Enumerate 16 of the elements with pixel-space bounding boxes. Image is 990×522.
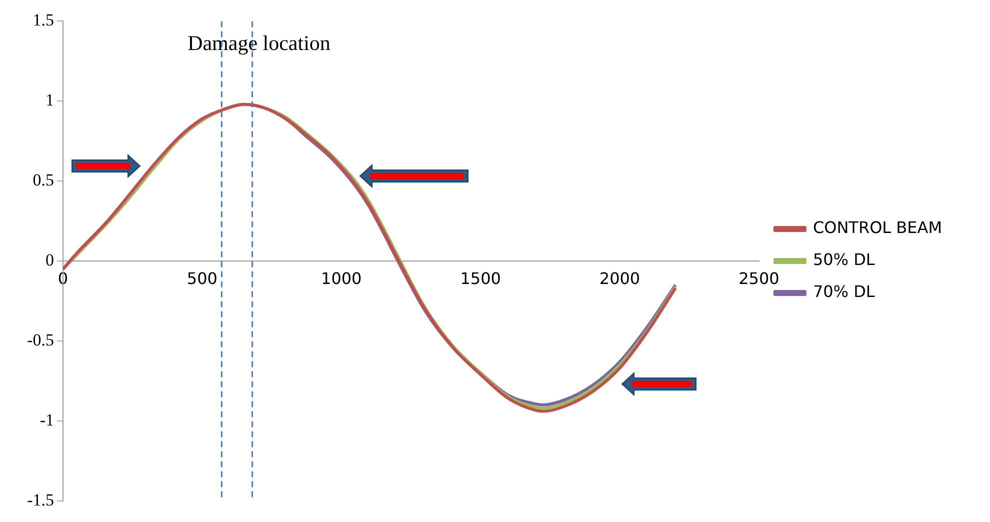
legend-label: 70% DL <box>812 282 875 302</box>
x-tick-label: 1500 <box>460 268 501 288</box>
legend-label: 50% DL <box>812 250 875 270</box>
x-tick-label: 500 <box>186 268 218 288</box>
legend-label: CONTROL BEAM <box>812 218 942 238</box>
y-tick-label: -0.5 <box>27 330 54 350</box>
y-tick-label: -1 <box>40 410 54 430</box>
y-tick-label: 1 <box>46 90 54 110</box>
y-tick-label: 0 <box>46 250 54 270</box>
x-tick-label: 2000 <box>599 268 640 288</box>
x-tick-label: 2500 <box>738 268 780 288</box>
y-tick-label: 0.5 <box>32 170 54 190</box>
x-tick-label: 1000 <box>321 268 362 288</box>
y-tick-label: 1.5 <box>32 10 54 30</box>
annotation: Damage location <box>188 31 331 56</box>
y-tick-label: -1.5 <box>27 490 54 510</box>
